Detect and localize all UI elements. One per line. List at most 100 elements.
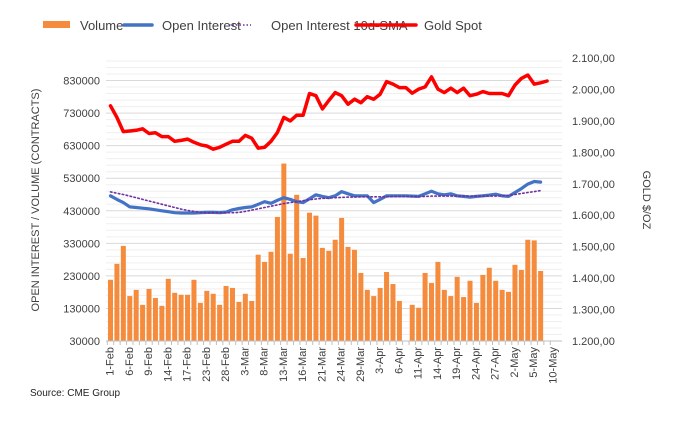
volume-bar bbox=[197, 302, 203, 341]
volume-bar bbox=[390, 284, 396, 341]
x-tick-label: 14-Feb bbox=[162, 347, 174, 382]
volume-bar bbox=[396, 300, 402, 341]
left-axis-title: OPEN INTEREST / VOLUME (CONTRACTS) bbox=[30, 89, 42, 312]
legend-label: Gold Spot bbox=[424, 18, 482, 33]
volume-bar bbox=[236, 301, 242, 341]
volume-bar bbox=[499, 289, 505, 341]
left-tick-label: 30000 bbox=[69, 336, 100, 348]
axes: 830000 730000 630000 530000 430000 330000 2300… bbox=[63, 53, 615, 384]
x-tick-label: 27-Apr bbox=[490, 347, 502, 380]
x-tick-label: 3-Apr bbox=[374, 347, 386, 374]
volume-bar bbox=[178, 294, 184, 341]
volume-bar bbox=[313, 215, 319, 341]
left-tick-label: 630000 bbox=[63, 141, 100, 153]
volume-bar bbox=[114, 263, 120, 341]
volume-bar bbox=[255, 254, 261, 341]
left-tick-label: 530000 bbox=[63, 173, 100, 185]
volume-bar bbox=[339, 217, 345, 341]
volume-bar bbox=[345, 246, 351, 341]
legend-label: Open Interest bbox=[162, 18, 241, 33]
x-tick-label: 19-Apr bbox=[451, 347, 463, 380]
volume-bar bbox=[300, 257, 306, 341]
volume-bar bbox=[262, 261, 268, 341]
volume-bar bbox=[268, 251, 274, 341]
volume-bar bbox=[493, 280, 499, 341]
volume-bar bbox=[191, 279, 197, 341]
right-tick-label: 1.400,00 bbox=[572, 273, 615, 285]
volume-bar bbox=[204, 290, 210, 341]
right-tick-label: 2.100,00 bbox=[572, 53, 615, 65]
right-tick-label: 1.200,00 bbox=[572, 336, 615, 348]
open-interest-10d-sma-line bbox=[109, 189, 542, 214]
volume-bar bbox=[441, 289, 447, 341]
volume-bar bbox=[409, 304, 415, 341]
volume-bar bbox=[108, 279, 113, 341]
volume-bar bbox=[512, 264, 518, 341]
volume-bar bbox=[185, 294, 191, 341]
x-tick-label: 24-Apr bbox=[470, 347, 482, 380]
volume-bar bbox=[294, 194, 300, 341]
volume-bar bbox=[358, 272, 364, 341]
x-tick-label: 9-Feb bbox=[143, 347, 155, 376]
volume-bar bbox=[242, 293, 248, 341]
volume-bar bbox=[172, 292, 178, 341]
x-tick-label: 3-Mar bbox=[239, 347, 251, 376]
volume-bar bbox=[531, 240, 537, 341]
volume-bar bbox=[384, 271, 390, 341]
line-series bbox=[108, 73, 549, 215]
x-tick-label: 28-Feb bbox=[220, 347, 232, 382]
right-tick-label: 1.900,00 bbox=[572, 116, 615, 128]
volume-bar bbox=[364, 289, 370, 341]
volume-bar bbox=[351, 249, 357, 341]
gold-spot-line bbox=[108, 73, 549, 151]
x-tick-label: 17-Feb bbox=[182, 347, 194, 382]
x-tick-label: 6-Apr bbox=[393, 347, 405, 374]
volume-bar bbox=[223, 285, 229, 341]
left-tick-label: 430000 bbox=[63, 206, 100, 218]
volume-bar bbox=[326, 250, 332, 341]
x-tick-label: 6-Feb bbox=[124, 347, 136, 376]
volume-bars bbox=[108, 163, 544, 341]
volume-bar bbox=[287, 253, 293, 341]
volume-bar bbox=[210, 293, 216, 341]
legend: Volume Open Interest Open Interest 10d-SMA… bbox=[43, 18, 482, 33]
volume-bar bbox=[518, 270, 524, 341]
volume-bar bbox=[332, 239, 338, 341]
volume-bar bbox=[416, 307, 422, 341]
right-tick-label: 1.600,00 bbox=[572, 210, 615, 222]
volume-bar bbox=[319, 247, 325, 341]
left-tick-label: 730000 bbox=[63, 108, 100, 120]
volume-bar bbox=[538, 271, 544, 341]
volume-bar bbox=[307, 212, 313, 341]
x-tick-label: 24-Mar bbox=[336, 347, 348, 382]
volume-bar bbox=[165, 278, 171, 341]
volume-bar bbox=[217, 304, 223, 341]
volume-bar bbox=[454, 276, 460, 341]
x-tick-label: 10-May bbox=[547, 347, 559, 384]
x-tick-label: 14-Apr bbox=[432, 347, 444, 380]
volume-bar bbox=[281, 163, 287, 341]
volume-bar bbox=[159, 305, 165, 341]
volume-bar bbox=[435, 261, 441, 341]
volume-bar bbox=[486, 267, 492, 341]
left-tick-label: 130000 bbox=[63, 303, 100, 315]
left-tick-label: 830000 bbox=[63, 76, 100, 88]
right-tick-label: 1.500,00 bbox=[572, 242, 615, 254]
right-tick-label: 2.000,00 bbox=[572, 84, 615, 96]
right-tick-label: 1.800,00 bbox=[572, 147, 615, 159]
volume-bar bbox=[120, 245, 126, 341]
volume-bar bbox=[480, 274, 486, 341]
right-tick-label: 1.300,00 bbox=[572, 305, 615, 317]
x-tick-label: 8-Mar bbox=[259, 347, 271, 376]
right-axis-title: GOLD $/OZ bbox=[640, 171, 652, 230]
volume-bar bbox=[249, 300, 255, 341]
volume-bar bbox=[377, 287, 383, 341]
volume-bar bbox=[152, 298, 158, 341]
volume-bar bbox=[506, 291, 512, 341]
volume-bar bbox=[467, 280, 473, 341]
x-tick-label: 2-May bbox=[509, 347, 521, 378]
x-tick-label: 21-Mar bbox=[316, 347, 328, 382]
volume-bar bbox=[133, 289, 139, 341]
volume-bar bbox=[448, 296, 454, 341]
